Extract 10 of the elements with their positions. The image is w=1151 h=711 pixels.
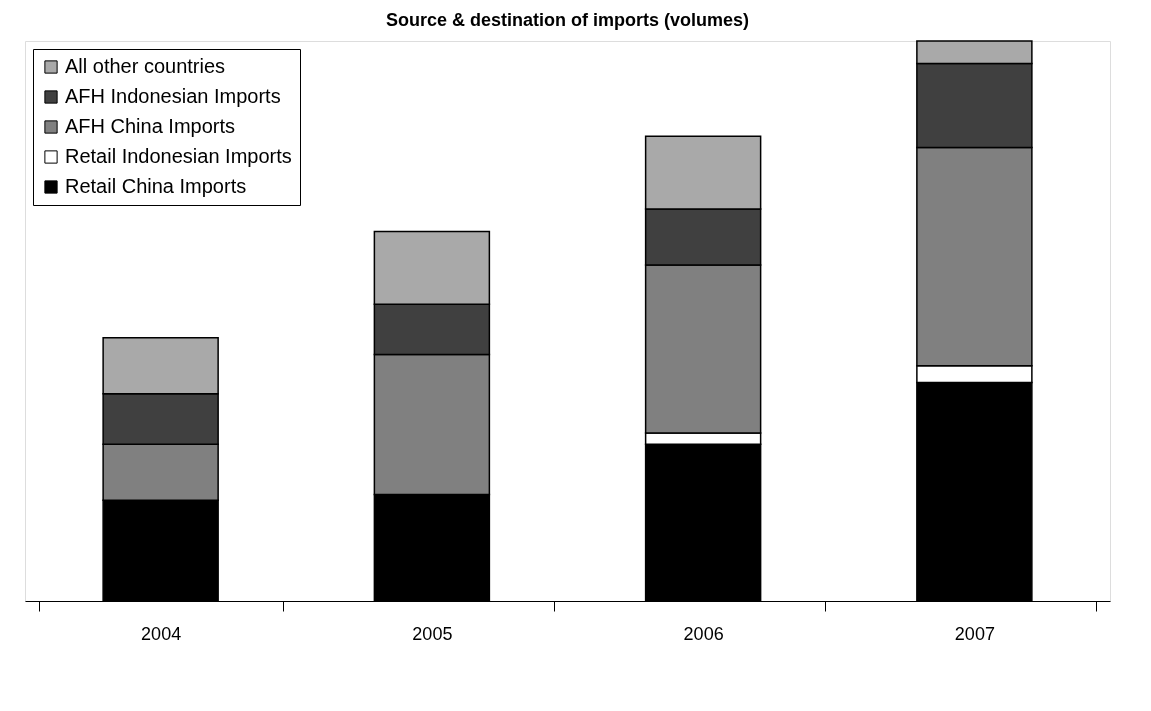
x-tick-label: 2005 <box>412 623 453 644</box>
legend-label: Retail China Imports <box>65 175 247 197</box>
x-tick-label: 2007 <box>954 623 995 644</box>
legend-label: AFH China Imports <box>65 115 236 137</box>
legend-label: Retail Indonesian Imports <box>65 145 292 167</box>
x-tick-label: 2006 <box>683 623 724 644</box>
legend-label: AFH Indonesian Imports <box>65 85 281 107</box>
chart-title: Source & destination of imports (volumes) <box>385 10 750 31</box>
legend-label: All other countries <box>65 55 226 77</box>
x-tick-label: 2004 <box>141 623 182 644</box>
